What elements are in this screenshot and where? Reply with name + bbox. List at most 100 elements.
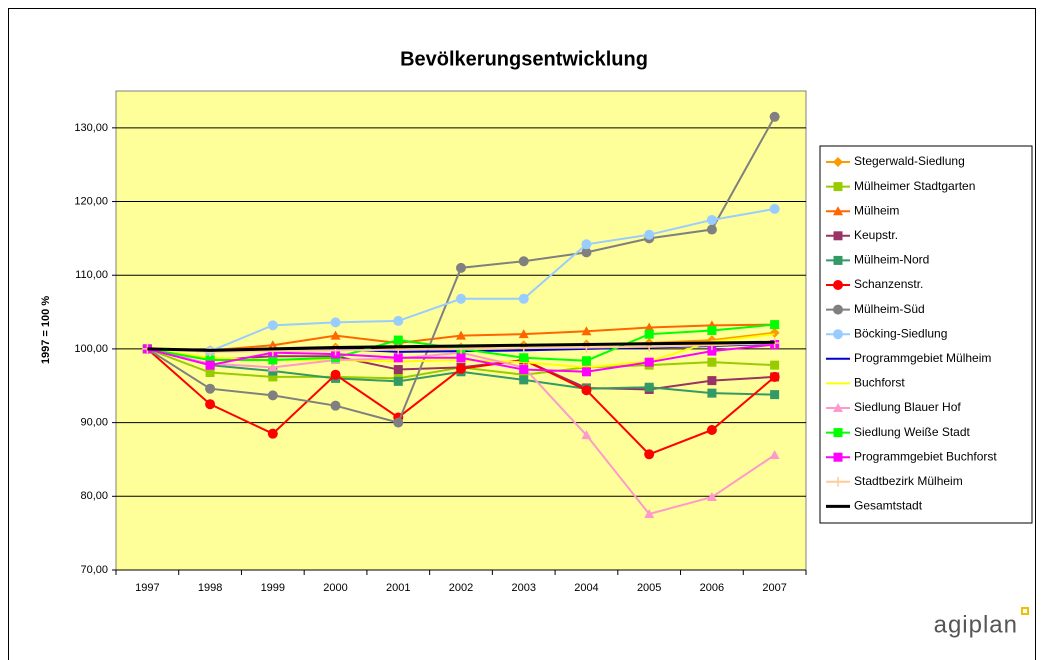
marker	[393, 376, 403, 386]
marker	[393, 365, 403, 375]
marker	[707, 326, 717, 335]
marker	[833, 403, 843, 412]
marker	[707, 388, 717, 398]
marker	[267, 362, 278, 372]
marker	[456, 330, 466, 340]
marker	[519, 365, 529, 375]
marker	[518, 293, 529, 304]
marker	[644, 382, 654, 392]
x-tick-label: 2006	[700, 582, 724, 594]
x-tick-label: 2004	[574, 582, 598, 594]
y-tick-label: 80,00	[80, 490, 108, 502]
marker	[833, 476, 843, 487]
marker	[707, 346, 717, 356]
x-tick-label: 2005	[637, 582, 661, 594]
marker	[267, 340, 278, 350]
marker	[393, 417, 404, 428]
marker	[581, 356, 591, 366]
y-tick-label: 120,00	[74, 195, 108, 207]
marker	[456, 363, 466, 374]
frame	[8, 8, 1036, 660]
marker	[393, 315, 404, 326]
y-tick-label: 70,00	[80, 564, 108, 576]
marker	[833, 255, 843, 265]
marker	[581, 430, 592, 440]
y-tick-label: 90,00	[80, 417, 108, 429]
marker	[644, 449, 655, 460]
x-tick-label: 2007	[762, 582, 786, 594]
chart-title: Bevölkerungsentwicklung	[400, 48, 648, 70]
marker	[706, 424, 717, 435]
x-tick-label: 1999	[261, 582, 285, 594]
marker	[770, 320, 780, 330]
marker	[769, 371, 780, 382]
marker	[833, 157, 843, 167]
marker	[456, 353, 466, 363]
marker	[769, 111, 780, 122]
marker	[581, 385, 592, 396]
marker	[581, 247, 592, 258]
logo: agiplan	[934, 611, 1018, 638]
legend-label: Mülheim-Süd	[854, 302, 925, 316]
marker	[393, 335, 403, 345]
marker	[833, 428, 843, 438]
marker	[581, 367, 591, 377]
legend-label: Stadtbezirk Mülheim	[854, 474, 963, 488]
x-tick-label: 2001	[386, 582, 410, 594]
y-axis-label: 1997 = 100 %	[40, 296, 52, 364]
legend-label: Buchforst	[854, 376, 905, 390]
marker	[519, 370, 529, 380]
legend	[819, 145, 1033, 524]
marker	[330, 369, 341, 380]
marker	[707, 357, 717, 367]
marker	[205, 360, 215, 370]
marker	[833, 452, 843, 462]
x-tick-label: 1998	[198, 582, 222, 594]
marker	[518, 256, 529, 267]
marker	[205, 383, 216, 394]
marker	[268, 355, 278, 365]
legend-label: Siedlung Blauer Hof	[854, 400, 961, 414]
marker	[456, 293, 466, 304]
legend-label: Siedlung Weiße Stadt	[854, 425, 971, 439]
marker	[644, 229, 655, 240]
marker	[707, 376, 717, 386]
marker	[456, 262, 466, 273]
marker	[267, 320, 278, 331]
legend-label: Keupstr.	[854, 228, 898, 242]
marker	[644, 329, 654, 339]
marker	[833, 304, 843, 315]
marker	[644, 357, 654, 367]
marker	[519, 375, 529, 385]
legend-label: Böcking-Siedlung	[854, 326, 947, 340]
marker	[833, 329, 843, 340]
legend-label: Stegerwald-Siedlung	[854, 154, 965, 168]
marker	[205, 368, 215, 378]
x-tick-label: 2003	[511, 582, 535, 594]
legend-label: Gesamtstadt	[854, 499, 923, 513]
marker	[644, 322, 655, 332]
y-tick-label: 110,00	[75, 269, 108, 281]
marker	[833, 231, 843, 241]
legend-label: Programmgebiet Buchforst	[854, 449, 997, 463]
marker	[330, 400, 341, 411]
marker	[330, 330, 341, 340]
marker	[330, 317, 341, 328]
marker	[833, 206, 843, 216]
marker	[706, 492, 717, 502]
marker	[769, 203, 780, 214]
marker	[770, 360, 780, 370]
legend-label: Schanzenstr.	[854, 277, 923, 291]
legend-label: Mülheim-Nord	[854, 253, 929, 267]
marker	[205, 399, 216, 410]
legend-label: Mülheim	[854, 203, 899, 217]
marker	[205, 355, 215, 365]
marker	[393, 353, 403, 363]
marker	[833, 182, 843, 192]
marker	[267, 390, 278, 401]
marker	[518, 329, 529, 339]
y-tick-label: 130,00	[74, 122, 108, 134]
marker	[581, 239, 592, 250]
marker	[706, 224, 717, 235]
